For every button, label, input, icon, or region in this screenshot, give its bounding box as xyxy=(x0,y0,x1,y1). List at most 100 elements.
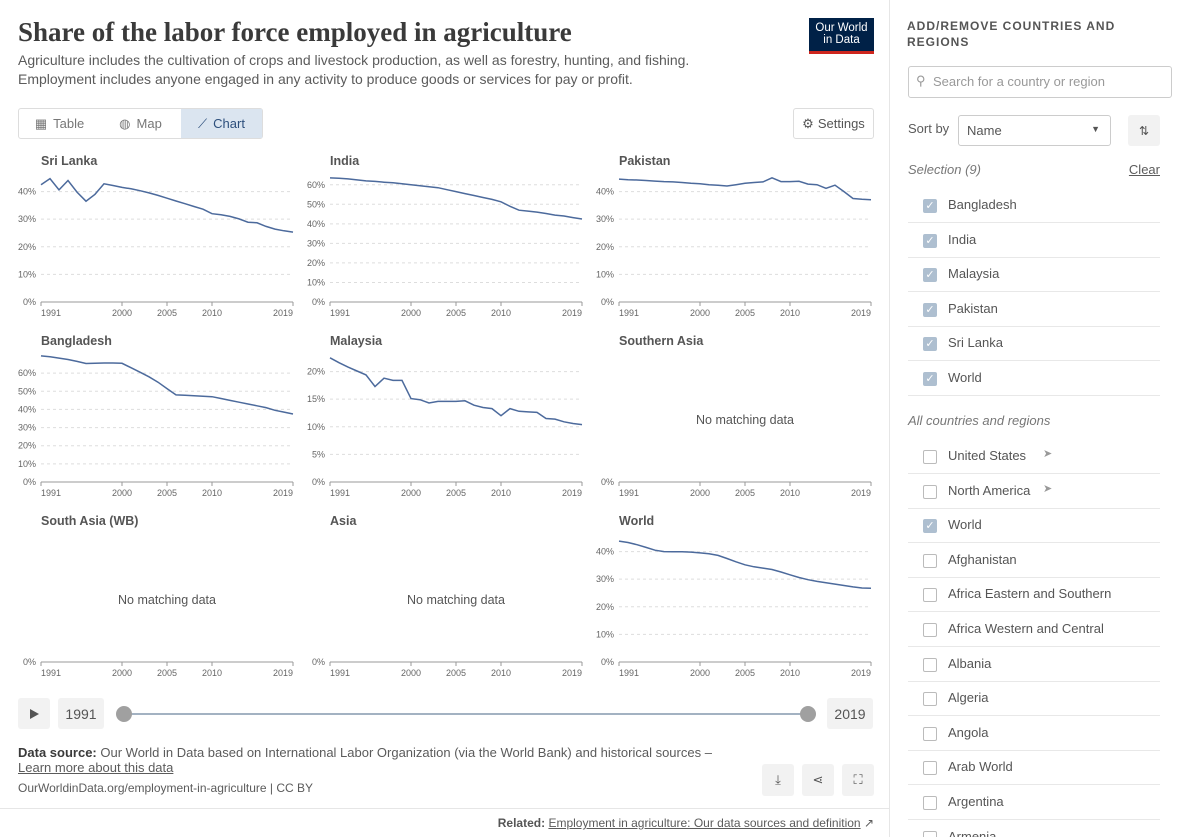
country-row[interactable]: ✓ World xyxy=(908,508,1160,544)
country-row[interactable]: Algeria xyxy=(908,681,1160,717)
checkbox[interactable] xyxy=(923,588,937,603)
y-tick-label: 0% xyxy=(601,477,614,487)
end-year[interactable]: 2019 xyxy=(827,698,873,729)
tab-label: Table xyxy=(53,116,85,131)
no-data-note: No matching data xyxy=(407,593,505,607)
country-name: Pakistan xyxy=(948,300,998,316)
timeline-slider[interactable] xyxy=(112,700,822,728)
y-tick-label: 0% xyxy=(601,297,614,307)
y-tick-label: 10% xyxy=(18,459,36,469)
selection-label: Selection (9) xyxy=(908,162,981,177)
country-name: Algeria xyxy=(948,690,989,706)
y-tick-label: 50% xyxy=(18,386,36,396)
x-tick-label: 2019 xyxy=(851,488,871,498)
sort-select[interactable]: Name ▼ xyxy=(958,115,1111,146)
related-link[interactable]: Employment in agriculture: Our data sour… xyxy=(548,816,861,830)
search-box[interactable]: ⚲ Search for a country or region xyxy=(908,66,1172,98)
checkbox[interactable] xyxy=(923,623,937,637)
country-name: Argentina xyxy=(948,794,1004,809)
chart-panel: Sri Lanka 0% 10% 20% 30% 40% 1991 2000 2005 2010 2… xyxy=(18,154,294,318)
share-button[interactable]: ⋖ xyxy=(802,764,834,796)
panel-title: Pakistan xyxy=(619,154,670,168)
checkbox[interactable] xyxy=(923,796,937,810)
x-tick-label: 1991 xyxy=(619,308,639,318)
country-name: World xyxy=(948,370,982,385)
clear-link[interactable]: Clear xyxy=(1128,162,1160,177)
y-tick-label: 0% xyxy=(601,657,614,667)
checkbox[interactable] xyxy=(923,484,937,499)
series-line xyxy=(329,357,583,426)
checkbox[interactable]: ✓ xyxy=(923,199,937,213)
series-line xyxy=(40,355,294,415)
country-name: India xyxy=(948,231,977,247)
y-tick-label: 20% xyxy=(307,258,325,268)
chart-panel: Southern Asia 0% 1991 2000 2005 2010 2019 No ma… xyxy=(601,334,872,498)
x-tick-label: 2019 xyxy=(273,668,293,678)
y-tick-label: 30% xyxy=(307,238,325,248)
chart-panel: Bangladesh 0% 10% 20% 30% 40% 50% 60% 1991 2000 20… xyxy=(18,334,294,498)
checkbox[interactable] xyxy=(923,830,937,837)
x-tick-label: 2005 xyxy=(446,308,466,318)
country-row[interactable]: Albania xyxy=(908,647,1160,682)
country-row[interactable]: Arab World xyxy=(908,750,1160,786)
no-data-note: No matching data xyxy=(696,413,794,427)
checkbox[interactable]: ✓ xyxy=(923,519,937,534)
x-tick-label: 2005 xyxy=(157,668,177,678)
country-row[interactable]: ✓ India xyxy=(908,223,1160,258)
y-tick-label: 40% xyxy=(596,187,614,197)
x-tick-label: 1991 xyxy=(41,668,61,678)
search-icon: ⚲ xyxy=(916,73,926,88)
series-line xyxy=(618,176,872,201)
start-year[interactable]: 1991 xyxy=(58,698,104,729)
y-tick-label: 10% xyxy=(307,277,325,287)
checkbox[interactable]: ✓ xyxy=(923,233,937,248)
dropdown-arrow: ▼ xyxy=(1091,124,1100,134)
learn-more-link[interactable]: Learn more about this data xyxy=(18,760,174,775)
checkbox[interactable] xyxy=(923,450,937,464)
x-tick-label: 2010 xyxy=(780,308,800,318)
x-tick-label: 2010 xyxy=(780,488,800,498)
checkbox[interactable] xyxy=(923,657,937,672)
country-row[interactable]: ✓ Bangladesh xyxy=(908,188,1160,223)
country-row[interactable]: Armenia xyxy=(908,820,1160,837)
country-row[interactable]: ✓ Malaysia xyxy=(908,257,1160,293)
checkbox[interactable] xyxy=(923,553,937,568)
sort-order-button[interactable]: ⇅ xyxy=(1128,115,1160,146)
checkbox[interactable]: ✓ xyxy=(923,337,937,352)
checkbox[interactable] xyxy=(923,692,937,707)
slider-handle[interactable] xyxy=(800,706,816,722)
country-row[interactable]: Afghanistan xyxy=(908,543,1160,578)
country-row[interactable]: Africa Eastern and Southern xyxy=(908,577,1160,613)
country-row[interactable]: North America ➤ xyxy=(908,474,1160,509)
sidebar: ADD/REMOVE COUNTRIES AND REGIONS ⚲ Search… xyxy=(889,0,1187,837)
y-tick-label: 10% xyxy=(596,629,614,639)
x-tick-label: 2005 xyxy=(157,488,177,498)
y-tick-label: 20% xyxy=(596,602,614,612)
fullscreen-button[interactable]: ⛶ xyxy=(842,764,874,796)
country-row[interactable]: Argentina xyxy=(908,785,1160,820)
checkbox[interactable]: ✓ xyxy=(923,302,937,317)
checkbox[interactable]: ✓ xyxy=(923,268,937,283)
series-line xyxy=(40,177,294,233)
country-row[interactable]: United States ➤ xyxy=(908,439,1160,474)
play-button[interactable] xyxy=(18,698,50,729)
tab[interactable]: ⟋ Chart xyxy=(181,109,262,138)
download-button[interactable]: ⤓ xyxy=(762,764,794,796)
tab[interactable]: ▦ Table xyxy=(19,109,100,138)
tab[interactable]: ◍ Map xyxy=(100,109,181,138)
country-row[interactable]: Angola xyxy=(908,716,1160,751)
logo[interactable]: Our World in Data xyxy=(809,18,874,54)
country-row[interactable]: ✓ World xyxy=(908,361,1160,396)
chart-panel: South Asia (WB) 0% 1991 2000 2005 2010 2019 No … xyxy=(23,514,294,678)
slider-handle[interactable] xyxy=(116,706,132,722)
checkbox[interactable] xyxy=(923,726,937,741)
settings-button[interactable]: ⚙ Settings xyxy=(793,108,874,139)
checkbox[interactable]: ✓ xyxy=(923,372,937,386)
checkbox[interactable] xyxy=(923,761,937,776)
country-row[interactable]: Africa Western and Central xyxy=(908,612,1160,647)
country-row[interactable]: ✓ Pakistan xyxy=(908,292,1160,327)
check-mark: ✓ xyxy=(925,269,935,282)
country-row[interactable]: ✓ Sri Lanka xyxy=(908,326,1160,362)
tab-bar: ▦ Table ◍ Map ⟋ Chart xyxy=(18,108,263,139)
x-tick-label: 1991 xyxy=(330,668,350,678)
